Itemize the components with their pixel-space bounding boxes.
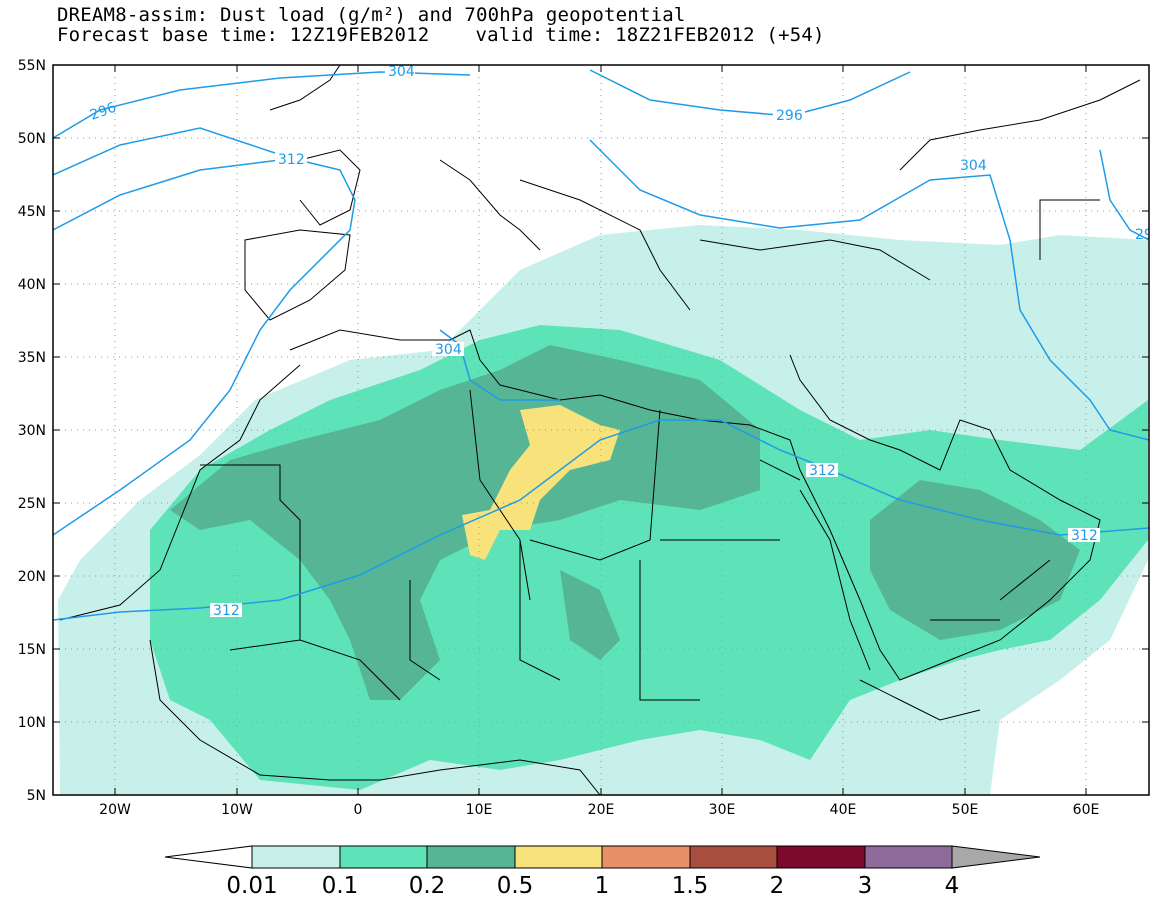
- colorbar-level-label: 0.1: [322, 873, 359, 899]
- contour-label: 304: [388, 64, 415, 80]
- lon-tick-label: 10E: [466, 802, 493, 818]
- contour-label: 304: [435, 342, 462, 358]
- lat-tick-label: 40N: [18, 277, 46, 293]
- contour-label: 296: [88, 100, 119, 124]
- colorbar-box: [864, 845, 953, 869]
- lat-tick-label: 5N: [27, 788, 46, 804]
- lon-tick-label: 10W: [221, 802, 253, 818]
- contour-label: 312: [1071, 528, 1098, 544]
- contour-label: 296: [776, 108, 803, 124]
- title-line-2: Forecast base time: 12Z19FEB2012 valid ti…: [57, 25, 825, 46]
- plot-area: 304 296 312 296 304 304 312 312 312 29: [53, 64, 1153, 795]
- lat-tick-label: 15N: [18, 642, 46, 658]
- lon-tick-label: 30E: [709, 802, 736, 818]
- colorbar: [164, 845, 1041, 869]
- contour-label: 304: [960, 158, 987, 174]
- colorbar-level-label: 3: [858, 873, 873, 899]
- colorbar-box: [689, 845, 778, 869]
- lat-tick-label: 35N: [18, 350, 46, 366]
- country-borders: [200, 199, 1100, 701]
- colorbar-level-label: 4: [945, 873, 960, 899]
- colorbar-level-label: 2: [770, 873, 785, 899]
- lon-tick-label: 20E: [588, 802, 615, 818]
- colorbar-box: [514, 845, 603, 869]
- colorbar-low-arrow: [164, 845, 253, 869]
- colorbar-box: [601, 845, 691, 869]
- colorbar-level-label: 0.5: [497, 873, 534, 899]
- dust-fill-0-2-south: [560, 570, 620, 660]
- colorbar-level-label: 1: [595, 873, 610, 899]
- forecast-base-time: Forecast base time: 12Z19FEB2012: [57, 24, 430, 46]
- coastlines: [59, 65, 1141, 795]
- lat-tick-label: 30N: [18, 423, 46, 439]
- colorbar-box: [776, 845, 866, 869]
- contour-label: 312: [809, 463, 836, 479]
- contour-label: 312: [278, 152, 305, 168]
- lon-axis: [114, 65, 1087, 795]
- lat-tick-label: 55N: [18, 58, 46, 74]
- lat-tick-label: 10N: [18, 715, 46, 731]
- lat-tick-label: 45N: [18, 204, 46, 220]
- lon-tick-label: 0: [354, 802, 363, 818]
- lat-axis: [53, 64, 1149, 796]
- contour-label: 29: [1135, 227, 1153, 243]
- colorbar-level-label: 0.01: [226, 873, 277, 899]
- colorbar-level-label: 1.5: [672, 873, 709, 899]
- dust-fill-0-5: [462, 405, 620, 560]
- dust-fill-0-2-east: [870, 480, 1080, 640]
- colorbar-high-arrow: [951, 845, 1041, 869]
- colorbar-box: [339, 845, 428, 869]
- lat-tick-label: 50N: [18, 131, 46, 147]
- lat-tick-label: 25N: [18, 496, 46, 512]
- contour-label: 312: [213, 603, 240, 619]
- lat-tick-label: 20N: [18, 569, 46, 585]
- colorbar-level-label: 0.2: [409, 873, 446, 899]
- valid-time: valid time: 18Z21FEB2012 (+54): [475, 24, 825, 46]
- lon-tick-label: 60E: [1073, 802, 1100, 818]
- title-line-1: DREAM8-assim: Dust load (g/m²) and 700hP…: [57, 4, 686, 26]
- lon-tick-label: 20W: [99, 802, 131, 818]
- lon-tick-label: 40E: [830, 802, 857, 818]
- colorbar-box: [426, 845, 516, 869]
- lon-tick-label: 50E: [952, 802, 979, 818]
- colorbar-box: [251, 845, 341, 869]
